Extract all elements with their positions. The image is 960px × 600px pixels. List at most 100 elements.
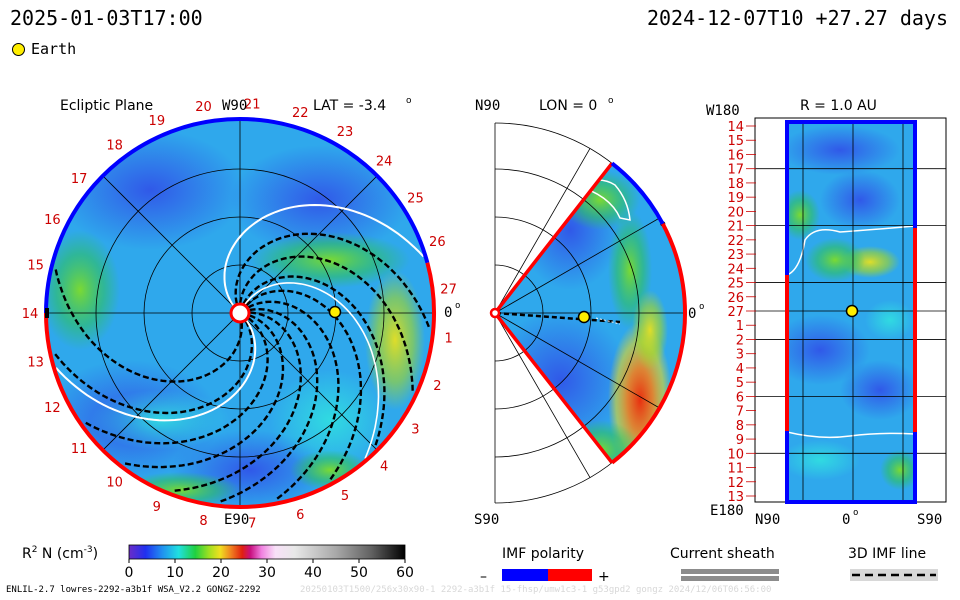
radial-y-label: 4: [736, 362, 744, 377]
earth-marker-ecliptic: [328, 305, 342, 319]
colorbar-tick-label: 60: [396, 565, 414, 581]
radial-y-label: 19: [727, 191, 744, 206]
meridional-field-line-tail: [595, 317, 621, 325]
radial-y-label: 8: [736, 419, 744, 434]
radial-y-label: 16: [727, 148, 744, 163]
meridional-grid-spoke: [494, 148, 591, 314]
imf-polarity-title: IMF polarity: [502, 546, 584, 562]
ecliptic-rotation-label: 1: [444, 331, 452, 346]
meridional-top-label: N90: [475, 98, 500, 114]
meridional-grid-spoke: [494, 312, 660, 409]
radial-y-label: 24: [727, 262, 744, 277]
ecliptic-rotation-label: 12: [44, 401, 61, 416]
ecliptic-rotation-label: 14: [22, 307, 39, 322]
imf-line-title: 3D IMF line: [848, 546, 926, 562]
radial-x-label-0: 0: [842, 512, 850, 528]
ecliptic-rotation-label: 13: [27, 355, 44, 370]
ecliptic-imf-field-line: [242, 275, 386, 447]
header-right-time: 2024-12-07T10 +27.27 days: [646, 6, 948, 30]
ecliptic-imf-field-line: [218, 307, 319, 504]
ecliptic-field-lines: [53, 203, 431, 504]
radial-y-label: 1: [736, 319, 744, 334]
colorbar-label: R2 N (cm-3): [22, 545, 98, 562]
radial-bottom-left-label: E180: [710, 503, 744, 519]
radial-y-label: 23: [727, 248, 744, 263]
radial-y-label: 10: [727, 447, 744, 462]
ecliptic-imf-field-line: [247, 300, 340, 501]
ecliptic-imf-field-line: [239, 255, 414, 393]
ecliptic-current-sheath: [55, 319, 257, 422]
radial-y-label: 14: [727, 120, 744, 135]
meridional-panel: N90 S90 LON = 0 o 0 o: [474, 96, 704, 528]
ecliptic-right-degree: o: [455, 301, 460, 311]
ecliptic-rotation-label: 4: [380, 460, 388, 475]
ecliptic-right-label: 0: [444, 305, 452, 321]
radial-y-label: 15: [727, 134, 744, 149]
radial-density-field: [787, 125, 915, 490]
ecliptic-rotation-label: 23: [337, 125, 354, 140]
radial-y-label: 11: [727, 462, 744, 477]
ecliptic-title: Ecliptic Plane: [60, 98, 153, 114]
current-sheath-legend: Current sheath: [670, 546, 779, 581]
ecliptic-lat-label: LAT = -3.4: [313, 98, 386, 114]
radial-y-label: 27: [727, 305, 744, 320]
ecliptic-rotation-label: 15: [27, 259, 44, 274]
meridional-arc-positive: [610, 222, 687, 465]
meridional-sun: [489, 307, 501, 319]
ecliptic-imf-field-line: [173, 311, 303, 493]
earth-legend-label: Earth: [31, 40, 77, 58]
meridional-lon-degree: o: [608, 96, 614, 106]
meridional-edge-upper: [493, 162, 614, 315]
imf-line-legend: 3D IMF line: [848, 546, 938, 581]
radial-top-left-label: W180: [706, 103, 740, 119]
imf-polarity-legend: IMF polarity – +: [480, 546, 610, 585]
radial-y-label: 26: [727, 291, 744, 306]
colorbar-tick-label: 0: [125, 565, 134, 581]
radial-y-label: 5: [736, 376, 744, 391]
colorbar-tick-label: 50: [350, 565, 368, 581]
ecliptic-top-label: W90: [222, 98, 247, 114]
radial-y-label: 2: [736, 333, 744, 348]
radial-x-label-degree: o: [853, 508, 858, 518]
ecliptic-imf-field-line: [234, 232, 431, 329]
radial-left-edge-positive: [785, 275, 789, 431]
ecliptic-rotation-label: 22: [292, 106, 309, 121]
ecliptic-rotation-label: 27: [440, 283, 457, 298]
colorbar-scale: [128, 544, 406, 560]
colorbar-tick-label: 10: [166, 565, 184, 581]
radial-y-label: 18: [727, 177, 744, 192]
colorbar: R2 N (cm-3) 0 10 20 30 40 50 60: [22, 544, 414, 581]
radial-x-label-s90: S90: [917, 512, 942, 528]
imf-positive-swatch: [548, 569, 592, 581]
radial-y-label: 6: [736, 390, 744, 405]
ecliptic-rotation-label: 17: [71, 172, 88, 187]
ecliptic-rotation-label: 5: [341, 489, 349, 504]
ecliptic-imf-field-line: [53, 320, 254, 415]
ecliptic-rotation-label: 9: [153, 500, 161, 515]
ecliptic-rotation-label: 3: [411, 422, 419, 437]
radial-r-label: R = 1.0 AU: [800, 98, 877, 114]
colorbar-ticks: 0 10 20 30 40 50 60: [125, 559, 414, 581]
meridional-grid-spoke: [494, 217, 660, 314]
footer-model-info: ENLIL-2.7 lowres-2292-a3b1f WSA_V2.2 GON…: [6, 585, 261, 595]
radial-y-label: 20: [727, 205, 744, 220]
ecliptic-lat-degree: o: [406, 96, 412, 106]
ecliptic-rim-marker: [45, 308, 49, 318]
ecliptic-rim-positive: [44, 262, 436, 509]
meridional-grid-spoke: [494, 312, 591, 478]
ecliptic-rotation-label: 20: [195, 100, 212, 115]
colorbar-tick-label: 40: [304, 565, 322, 581]
meridional-bottom-label: S90: [474, 512, 499, 528]
radial-y-label: 22: [727, 234, 744, 249]
earth-legend: Earth: [12, 40, 76, 58]
earth-marker-meridional: [577, 310, 591, 324]
ecliptic-rotation-label: 26: [429, 235, 446, 250]
ecliptic-rotation-label: 25: [407, 192, 424, 207]
earth-marker-icon: [12, 42, 25, 56]
ecliptic-imf-field-line: [123, 314, 285, 469]
ecliptic-current-sheath: [223, 203, 425, 307]
sun-inner-boundary: [229, 302, 251, 324]
radial-right-edge-positive: [913, 228, 917, 432]
